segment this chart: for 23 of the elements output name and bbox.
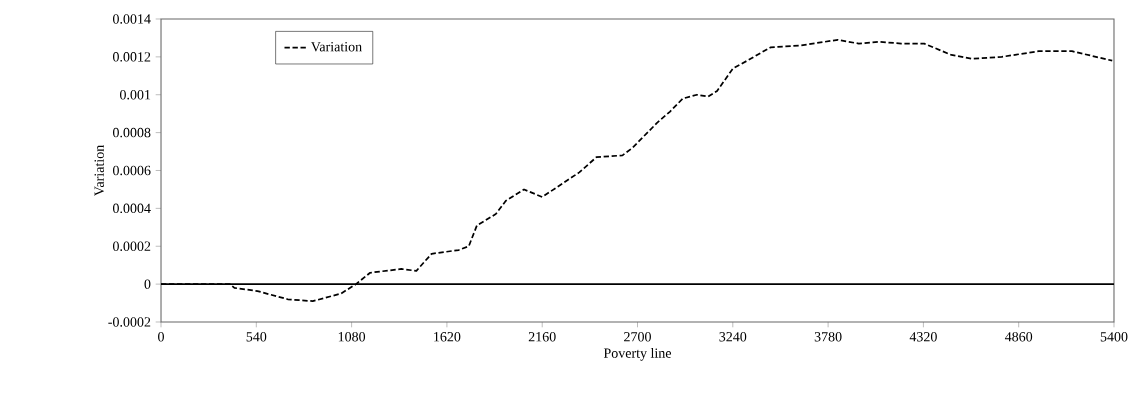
x-tick-label: 3780 (814, 332, 842, 342)
y-tick-label: 0.0006 (112, 165, 151, 176)
x-tick-label: 5400 (1100, 332, 1128, 342)
x-tick-label: 0 (158, 332, 164, 342)
x-tick-label: 4320 (909, 332, 937, 342)
x-tick-label: 1620 (434, 332, 461, 342)
x-axis-title: Poverty line (603, 347, 672, 361)
y-tick-label: 0.0014 (112, 14, 151, 24)
x-tick-label: 3240 (719, 332, 747, 342)
y-tick-label: 0.0002 (112, 241, 151, 251)
y-tick-label: 0.0004 (112, 203, 151, 214)
x-tick-label: 1080 (338, 332, 366, 342)
y-tick-label: -0.0002 (108, 317, 151, 327)
y-tick-label: 0.0008 (112, 127, 151, 138)
x-tick-label: 540 (246, 332, 267, 342)
x-tick-label: 2160 (528, 332, 556, 342)
y-axis-title: Variation (94, 145, 104, 196)
y-tick-label: 0.001 (119, 89, 151, 100)
x-tick-label: 2700 (624, 332, 651, 342)
y-tick-label: 0.0012 (112, 52, 151, 62)
y-tick-label: 0 (144, 279, 151, 289)
x-tick-label: 4860 (1004, 332, 1033, 342)
legend-label: Variation (310, 42, 362, 52)
